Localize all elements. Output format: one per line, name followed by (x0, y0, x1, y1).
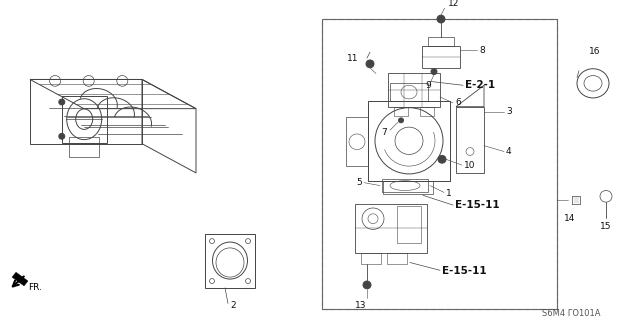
Text: 6: 6 (455, 98, 461, 107)
Bar (428, 37, 454, 46)
Circle shape (363, 281, 371, 289)
Bar (456, 107, 484, 173)
Text: 16: 16 (589, 47, 601, 56)
Circle shape (431, 69, 437, 75)
Text: 10: 10 (464, 161, 476, 170)
Text: 3: 3 (506, 107, 512, 116)
Bar (205, 234, 255, 288)
Text: 4: 4 (506, 147, 511, 156)
Text: S6M4 ΓO101A: S6M4 ΓO101A (542, 309, 600, 318)
Bar (69, 137, 99, 157)
Text: E-15-11: E-15-11 (442, 266, 486, 276)
Text: 11: 11 (346, 54, 358, 63)
Text: 8: 8 (479, 46, 484, 55)
Bar (361, 253, 381, 264)
Circle shape (399, 118, 403, 123)
Circle shape (366, 60, 374, 68)
Bar (387, 253, 407, 264)
Text: FR.: FR. (28, 283, 42, 292)
Circle shape (438, 155, 446, 163)
Bar (397, 206, 421, 243)
Text: 14: 14 (564, 214, 576, 223)
Bar (322, 19, 557, 309)
Text: 13: 13 (355, 301, 367, 310)
Bar (368, 101, 450, 181)
Bar (394, 107, 408, 116)
Bar (322, 19, 557, 309)
Text: 5: 5 (356, 178, 362, 187)
Text: 9: 9 (425, 81, 431, 90)
Text: E-2-1: E-2-1 (465, 80, 495, 90)
Bar (390, 83, 428, 101)
Text: 2: 2 (230, 301, 236, 310)
Text: E-15-11: E-15-11 (455, 200, 500, 210)
Bar (383, 181, 433, 194)
Polygon shape (12, 272, 28, 286)
Bar (420, 107, 434, 116)
Bar (355, 204, 427, 253)
Text: 7: 7 (381, 129, 387, 137)
Bar (388, 73, 440, 107)
Circle shape (59, 133, 65, 139)
Bar (346, 117, 368, 166)
Circle shape (437, 15, 445, 23)
Bar (382, 179, 428, 192)
Text: 12: 12 (448, 0, 460, 8)
Text: 1: 1 (446, 189, 452, 198)
Text: 15: 15 (600, 222, 612, 231)
Circle shape (59, 99, 65, 105)
Bar (422, 46, 460, 68)
